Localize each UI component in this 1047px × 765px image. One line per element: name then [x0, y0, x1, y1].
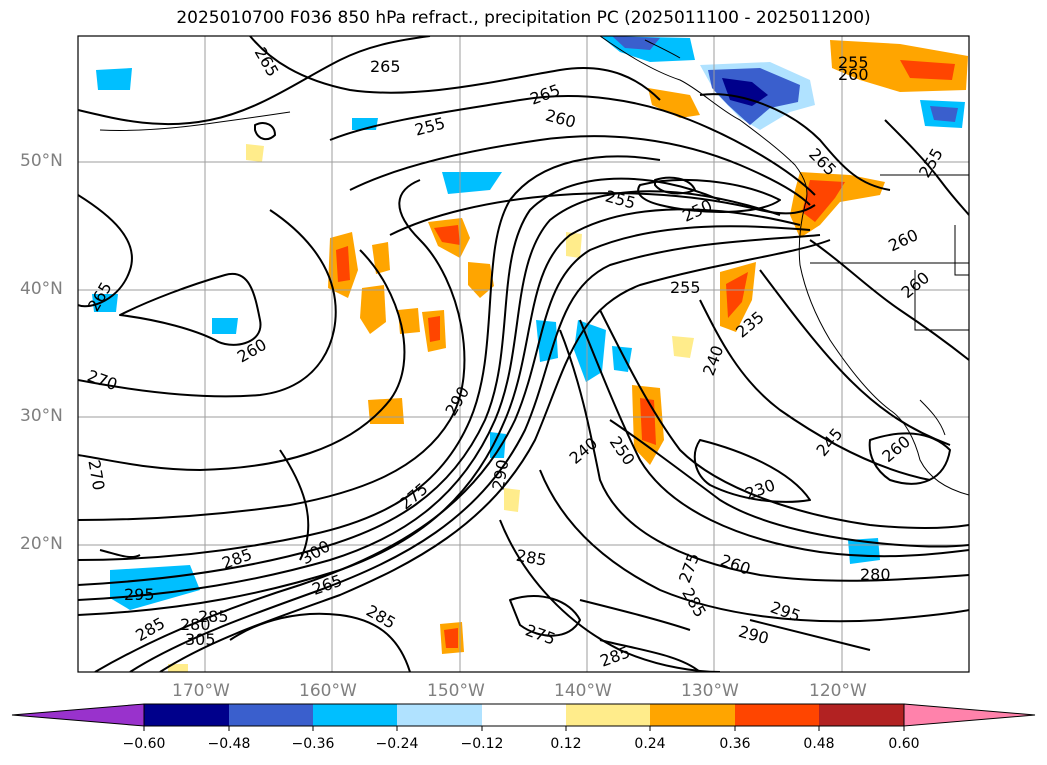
lon-label-170w: 170°W [172, 681, 230, 701]
colorbar-segment [313, 704, 397, 726]
colorbar-tick-label: −0.60 [122, 736, 166, 752]
lat-label-50n: 50°N [20, 151, 63, 171]
lon-label-120w: 120°W [809, 681, 867, 701]
map-frame [77, 35, 970, 673]
contour-label: 305 [185, 630, 216, 649]
colorbar-segment [650, 704, 735, 726]
colorbar-extend-high [903, 703, 1036, 727]
colorbar-tick-label: −0.48 [207, 736, 251, 752]
coastlines [99, 36, 969, 496]
contour-label: 285 [198, 607, 229, 626]
colorbar-tick-label: −0.12 [460, 736, 504, 752]
gridlines [78, 36, 969, 672]
colorbar-tick-label: 0.36 [719, 736, 751, 752]
colorbar-segment [819, 704, 904, 726]
contour-label: 265 [370, 57, 401, 76]
colorbar-tick-label: 0.48 [803, 736, 835, 752]
colorbar-segment [229, 704, 313, 726]
colorbar-frame [143, 703, 905, 727]
colorbar-segment [482, 704, 566, 726]
colorbar [11, 703, 1036, 731]
chart-title: 2025010700 F036 850 hPa refract., precip… [176, 8, 871, 28]
lon-label-140w: 140°W [554, 681, 612, 701]
colorbar-segment [397, 704, 482, 726]
contour-label: 280 [180, 615, 211, 634]
lat-label-40n: 40°N [20, 279, 63, 299]
colorbar-tick-label: −0.36 [291, 736, 335, 752]
contour-label: 255 [838, 53, 869, 72]
colorbar-tick-label: 0.60 [888, 736, 920, 752]
colorbar-segment [735, 704, 819, 726]
contour-label: 280 [860, 565, 891, 584]
precip-shading [92, 36, 968, 672]
contour-label: 260 [838, 65, 869, 84]
colorbar-tick-label: −0.24 [375, 736, 419, 752]
lat-label-30n: 30°N [20, 406, 63, 426]
colorbar-tick-label: 0.24 [634, 736, 666, 752]
colorbar-segment [144, 704, 229, 726]
contour-label: 255 [670, 278, 701, 297]
lon-label-130w: 130°W [681, 681, 739, 701]
contour-label: 295 [124, 585, 155, 604]
lon-label-150w: 150°W [427, 681, 485, 701]
lat-label-20n: 20°N [20, 534, 63, 554]
colorbar-tick-label: 0.12 [550, 736, 582, 752]
colorbar-extend-low [11, 703, 145, 727]
colorbar-segment [566, 704, 650, 726]
refractivity-contours [78, 36, 969, 672]
lon-label-160w: 160°W [299, 681, 357, 701]
